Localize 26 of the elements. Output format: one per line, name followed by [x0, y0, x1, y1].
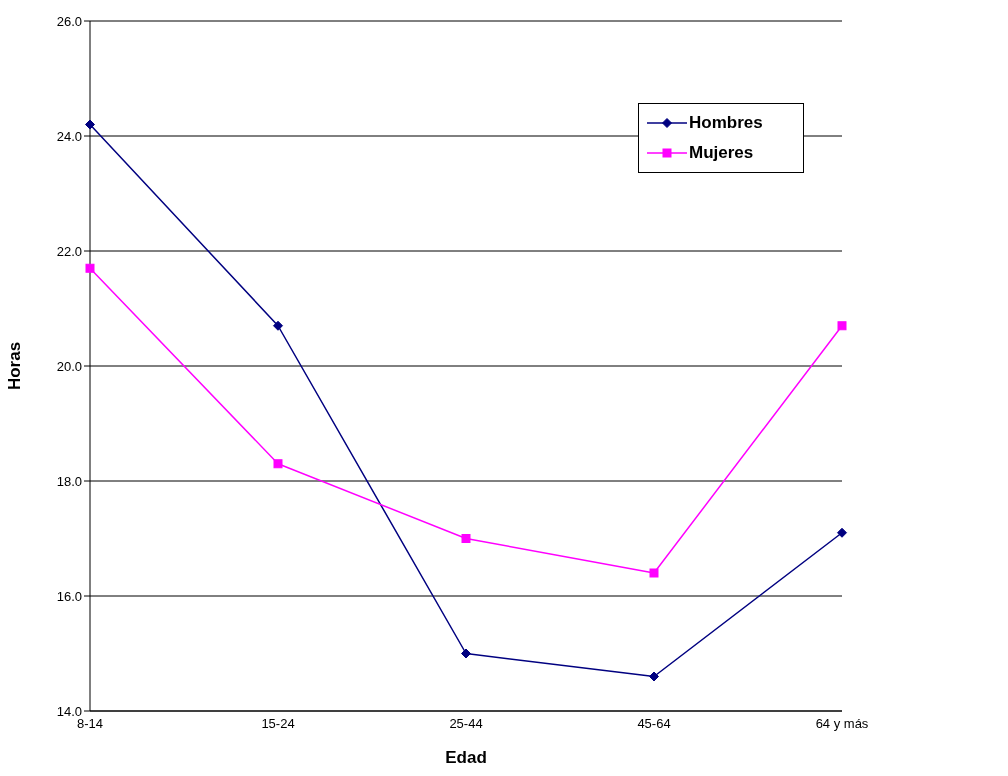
- legend-label: Mujeres: [689, 143, 754, 163]
- x-axis-title: Edad: [445, 748, 487, 767]
- legend-label: Hombres: [689, 113, 763, 133]
- point: [649, 568, 659, 578]
- y-tick-label: 18.0: [56, 473, 82, 489]
- x-tick-label: 64 y más: [815, 716, 869, 732]
- x-tick-label: 25-44: [449, 716, 483, 732]
- y-tick-label: 20.0: [56, 358, 82, 374]
- point: [649, 671, 659, 682]
- y-tick-label: 22.0: [56, 243, 82, 259]
- y-tick-label: 24.0: [56, 128, 82, 144]
- y-tick-label: 26.0: [56, 13, 82, 29]
- point: [85, 119, 95, 130]
- point: [273, 320, 283, 331]
- x-tick-label: 45-64: [637, 716, 671, 732]
- point: [273, 459, 283, 469]
- y-axis-title: Horas: [5, 341, 25, 391]
- point: [837, 527, 847, 538]
- x-tick-label: 8-14: [76, 716, 104, 732]
- x-tick-label: 15-24: [261, 716, 295, 732]
- point: [837, 321, 847, 331]
- point: [85, 263, 95, 273]
- point: [461, 648, 471, 659]
- point: [461, 534, 471, 543]
- y-tick-label: 14.0: [56, 703, 82, 719]
- y-tick-label: 16.0: [56, 588, 82, 604]
